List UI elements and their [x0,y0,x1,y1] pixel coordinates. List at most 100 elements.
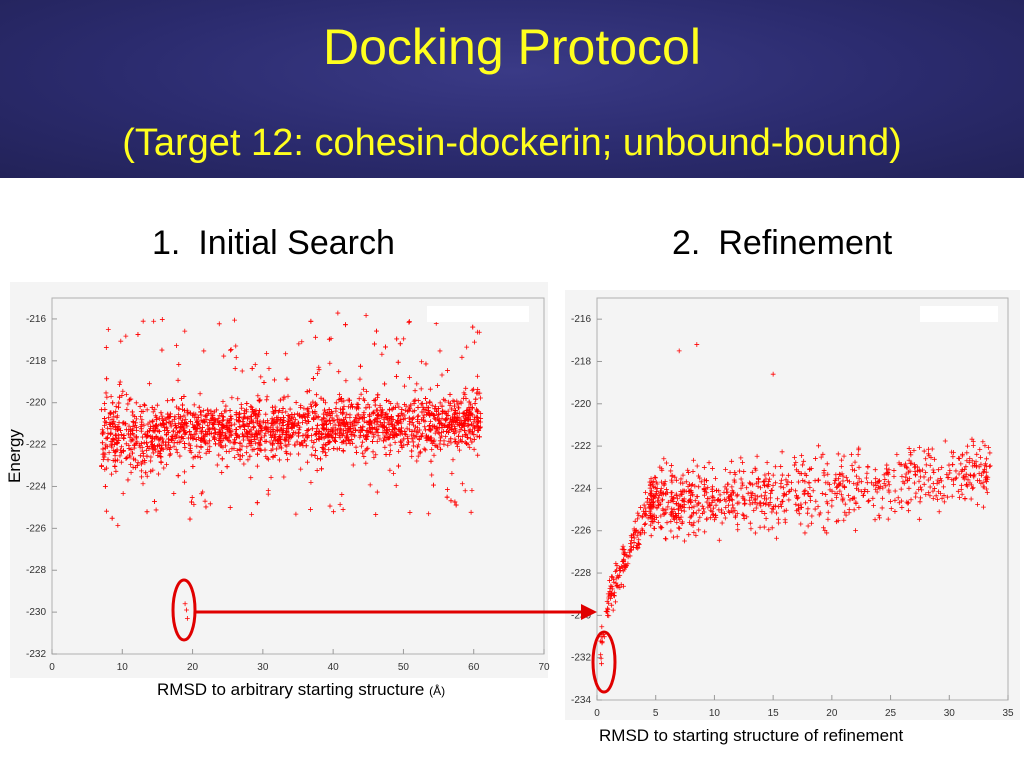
data-point [834,485,840,490]
data-point [879,505,885,511]
data-point [208,408,214,414]
data-point [255,410,261,416]
data-point [979,472,984,478]
data-point [844,478,850,483]
data-point [658,513,664,519]
data-point [249,439,255,444]
data-point [259,428,265,433]
data-point [935,477,941,483]
data-point [456,422,462,427]
data-point [111,448,117,454]
data-point [287,417,293,423]
data-point [819,491,825,496]
data-point [359,427,364,433]
data-point [850,467,855,473]
data-point [316,367,322,373]
data-point [854,482,860,488]
data-point [361,396,367,402]
data-point [291,430,297,436]
data-point [364,388,369,394]
data-point [207,444,213,450]
data-point [820,451,826,457]
data-point [648,522,654,528]
data-point [755,494,761,500]
data-point [202,498,208,504]
data-point [205,410,211,416]
data-point [274,427,280,433]
data-point [643,490,648,495]
y-tick-label: -224 [571,483,591,494]
data-point [237,447,243,453]
data-point [223,443,228,449]
data-point [776,504,782,510]
data-point [710,484,715,490]
data-point [180,402,185,408]
data-point [876,512,882,518]
data-point [263,438,269,444]
data-point [123,421,129,427]
data-point [301,438,307,443]
data-point [270,454,276,460]
data-point [202,418,207,424]
data-point [696,527,702,533]
data-point [149,419,155,425]
data-point [123,441,129,447]
data-point [170,434,176,440]
data-point [475,419,481,424]
data-point [275,438,281,444]
data-point [109,471,114,477]
data-point [273,408,279,413]
data-point [923,462,929,468]
data-point [761,501,766,507]
data-point [407,510,413,515]
data-point [358,391,364,397]
y-tick-label: -228 [26,565,46,576]
data-point [769,525,775,531]
data-point [124,406,130,412]
data-point [778,464,784,469]
data-point [187,429,193,434]
data-point [724,486,729,492]
data-point [674,514,680,520]
data-point [293,511,299,517]
data-point [107,411,113,417]
data-point [858,479,864,485]
data-point [898,486,904,492]
data-point [690,523,696,528]
data-point [656,495,661,501]
data-point [452,424,457,429]
data-point [144,440,149,446]
data-point [327,360,333,366]
data-point [387,407,393,413]
data-point [234,417,239,423]
data-point [464,344,470,350]
data-point [371,455,377,460]
data-point [854,473,859,479]
data-point [272,377,277,383]
data-point [203,431,209,437]
data-point [144,509,150,515]
data-point [835,518,841,524]
data-point [635,510,641,516]
data-point [270,409,276,415]
data-point [378,408,384,414]
data-point [871,503,876,508]
data-point [975,501,980,507]
data-point [648,533,654,539]
data-point [228,347,234,352]
data-point [465,435,471,440]
data-point [628,533,634,539]
data-point [329,415,335,421]
data-point [277,417,283,423]
data-point [796,479,801,485]
data-point [177,453,183,459]
data-point [312,410,318,416]
data-point [153,507,159,513]
data-point [210,412,216,418]
data-point [156,429,162,435]
data-point [210,434,216,440]
data-point [216,452,222,458]
data-point [103,345,109,350]
data-point [681,496,687,502]
data-point [711,512,717,518]
